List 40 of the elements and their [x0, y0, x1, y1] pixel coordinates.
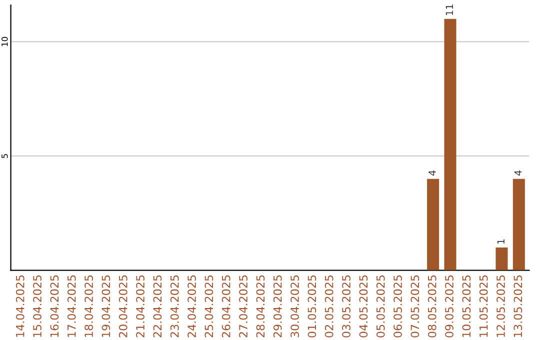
- bar: [427, 178, 440, 270]
- x-tick-label: 27.04.2025: [239, 275, 248, 338]
- x-tick-label: 28.04.2025: [256, 275, 265, 338]
- x-tick-label: 14.04.2025: [16, 275, 24, 337]
- x-tick-label: 05.05.2025: [376, 275, 385, 338]
- x-tick-label: 30.04.2025: [290, 275, 299, 338]
- x-tick-label: 18.04.2025: [84, 275, 93, 337]
- bar: [512, 178, 525, 270]
- x-tick-label: 19.04.2025: [102, 275, 110, 337]
- x-tick-label: 23.04.2025: [170, 275, 179, 338]
- x-tick-label: 11.05.2025: [479, 275, 488, 337]
- x-tick-label: 13.05.2025: [514, 275, 522, 337]
- bar: [444, 18, 456, 270]
- x-tick-label: 26.04.2025: [222, 275, 230, 338]
- x-tick-label: 20.04.2025: [118, 275, 128, 338]
- x-tick-label: 22.04.2025: [153, 275, 162, 338]
- x-tick-label: 24.04.2025: [188, 275, 196, 338]
- x-tick-label: 09.05.2025: [445, 275, 454, 338]
- data-label: 4: [428, 170, 436, 176]
- x-tick-label: 15.04.2025: [33, 275, 42, 337]
- x-tick-label: 12.05.2025: [496, 275, 505, 337]
- x-tick-label: 25.04.2025: [204, 275, 214, 338]
- x-tick-label: 04.05.2025: [359, 275, 368, 338]
- x-tick-label: 21.04.2025: [136, 275, 144, 338]
- x-tick-label: 06.05.2025: [394, 275, 402, 338]
- data-label: 11: [446, 4, 453, 15]
- x-tick-label: 02.05.2025: [324, 275, 334, 338]
- bar: [496, 247, 508, 270]
- x-tick-label: 29.04.2025: [273, 275, 282, 338]
- x-tick-label: 17.04.2025: [67, 275, 76, 337]
- x-tick-label: 10.05.2025: [462, 275, 471, 337]
- y-tick-label: 10: [1, 36, 8, 46]
- data-label: 1: [497, 239, 504, 244]
- data-label: 4: [514, 170, 522, 176]
- x-tick-label: 07.05.2025: [410, 275, 420, 338]
- x-tick-label: 01.05.2025: [308, 275, 316, 338]
- x-tick-label: 03.05.2025: [342, 275, 350, 338]
- x-tick-label: 16.04.2025: [50, 275, 59, 337]
- x-tick-label: 08.05.2025: [428, 275, 436, 338]
- y-tick-label: 5: [2, 154, 8, 158]
